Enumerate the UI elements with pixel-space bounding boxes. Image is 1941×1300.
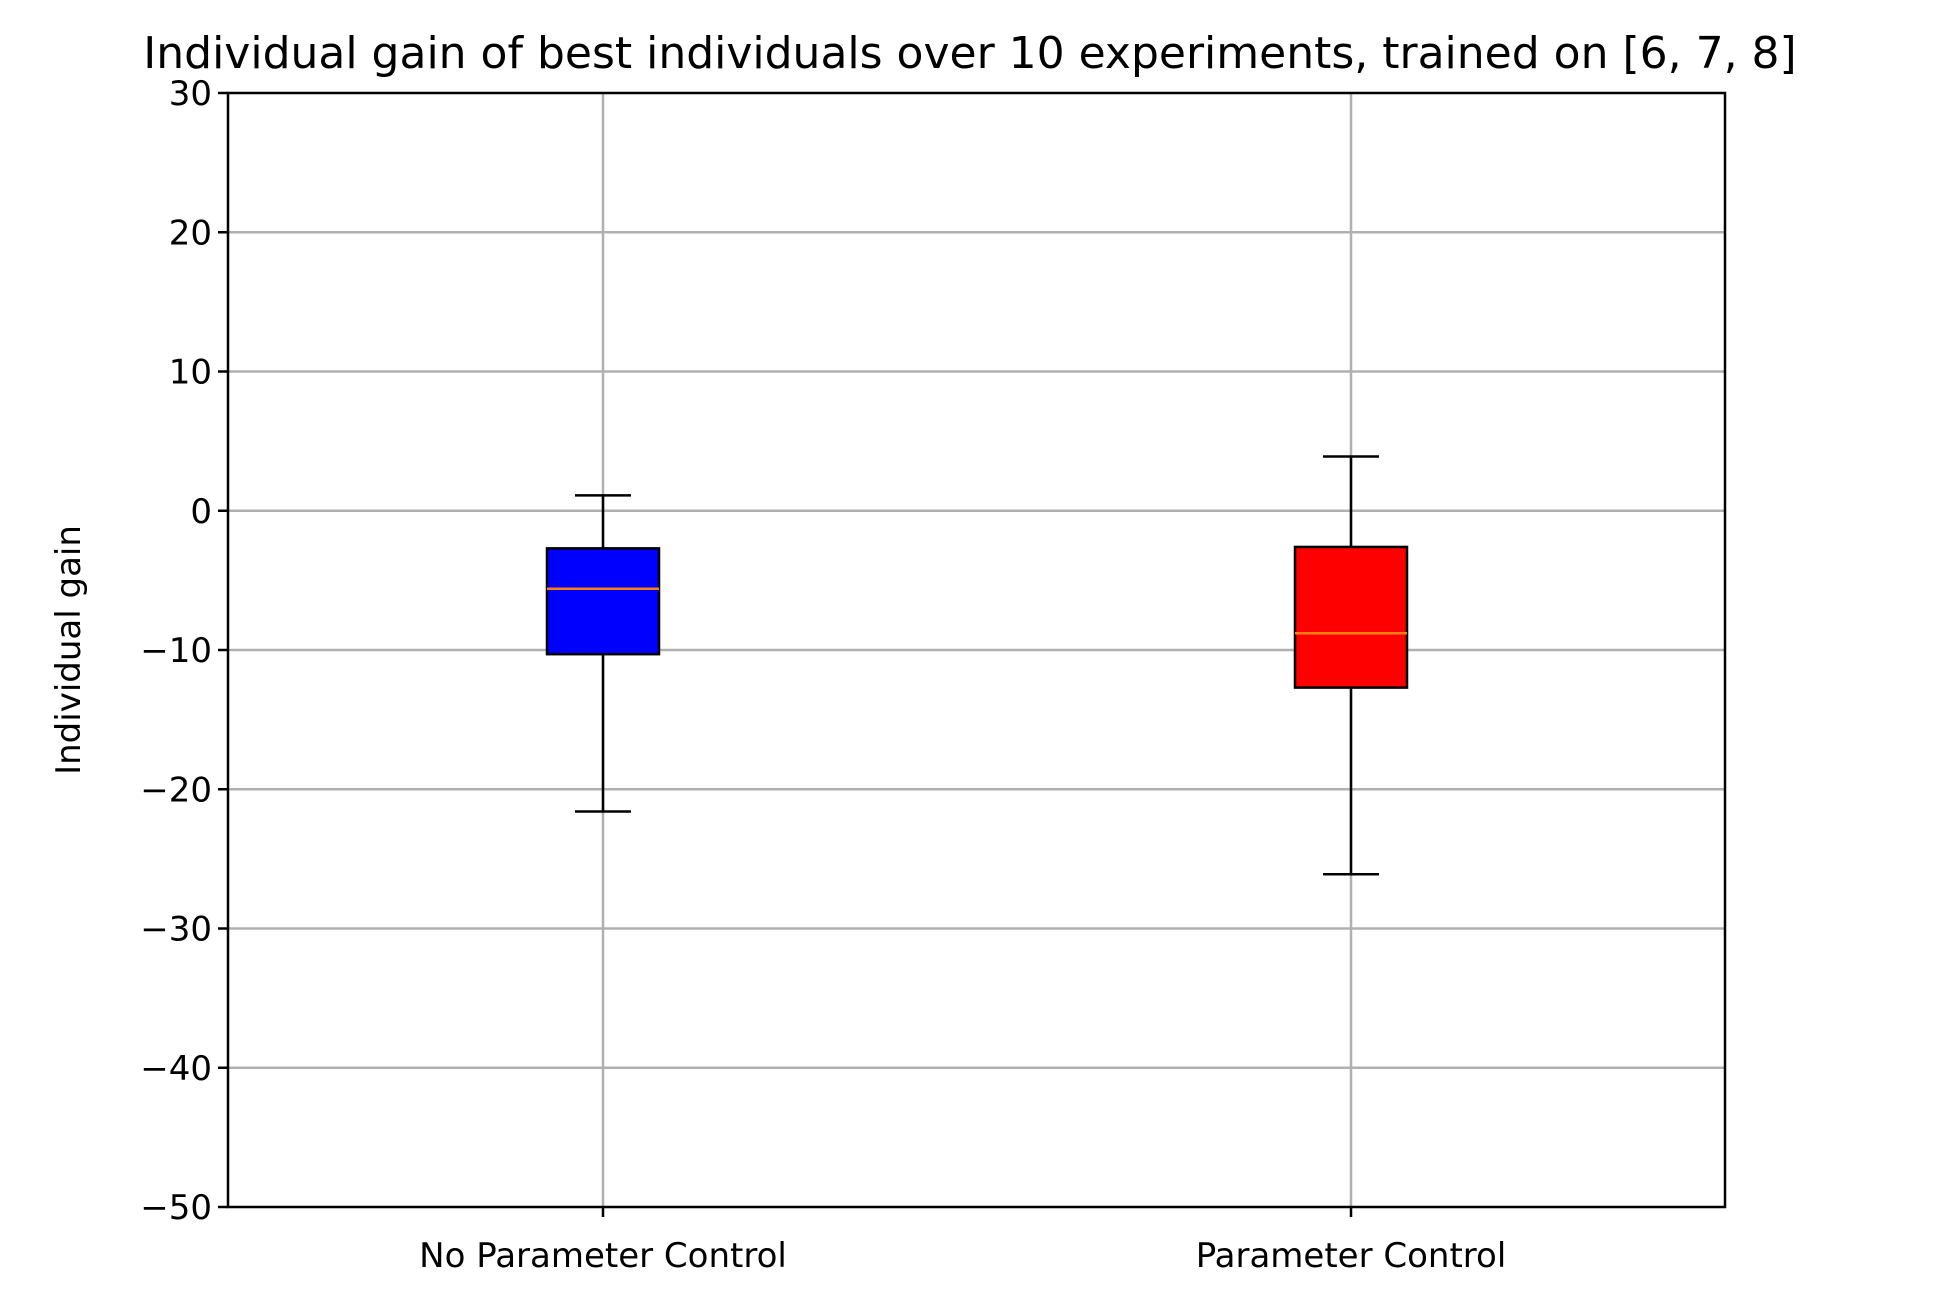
grid-lines xyxy=(228,93,1725,1207)
chart-title: Individual gain of best individuals over… xyxy=(143,28,1796,79)
y-tick-label: 20 xyxy=(169,213,212,253)
y-tick-label: −20 xyxy=(140,770,212,810)
x-tick-label: No Parameter Control xyxy=(419,1236,787,1276)
box-group xyxy=(545,494,661,813)
y-tick-label: 30 xyxy=(169,74,212,114)
y-tick-label: −10 xyxy=(140,631,212,671)
y-tick-label: 10 xyxy=(169,353,212,393)
y-tick-label: 0 xyxy=(190,492,212,532)
y-tick-label: −40 xyxy=(140,1049,212,1089)
box-elements xyxy=(545,455,1409,876)
y-axis-label: Individual gain xyxy=(49,525,89,775)
y-tick-label: −30 xyxy=(140,910,212,950)
x-tick-label: Parameter Control xyxy=(1196,1236,1507,1276)
axes: −50 −40 −30 −20 −10 0 10 20 30 No Parameter Contr… xyxy=(140,74,1506,1276)
y-tick-label: −50 xyxy=(140,1188,212,1228)
box-group xyxy=(1293,455,1409,876)
iqr-box xyxy=(545,547,661,656)
iqr-box xyxy=(1293,545,1409,689)
